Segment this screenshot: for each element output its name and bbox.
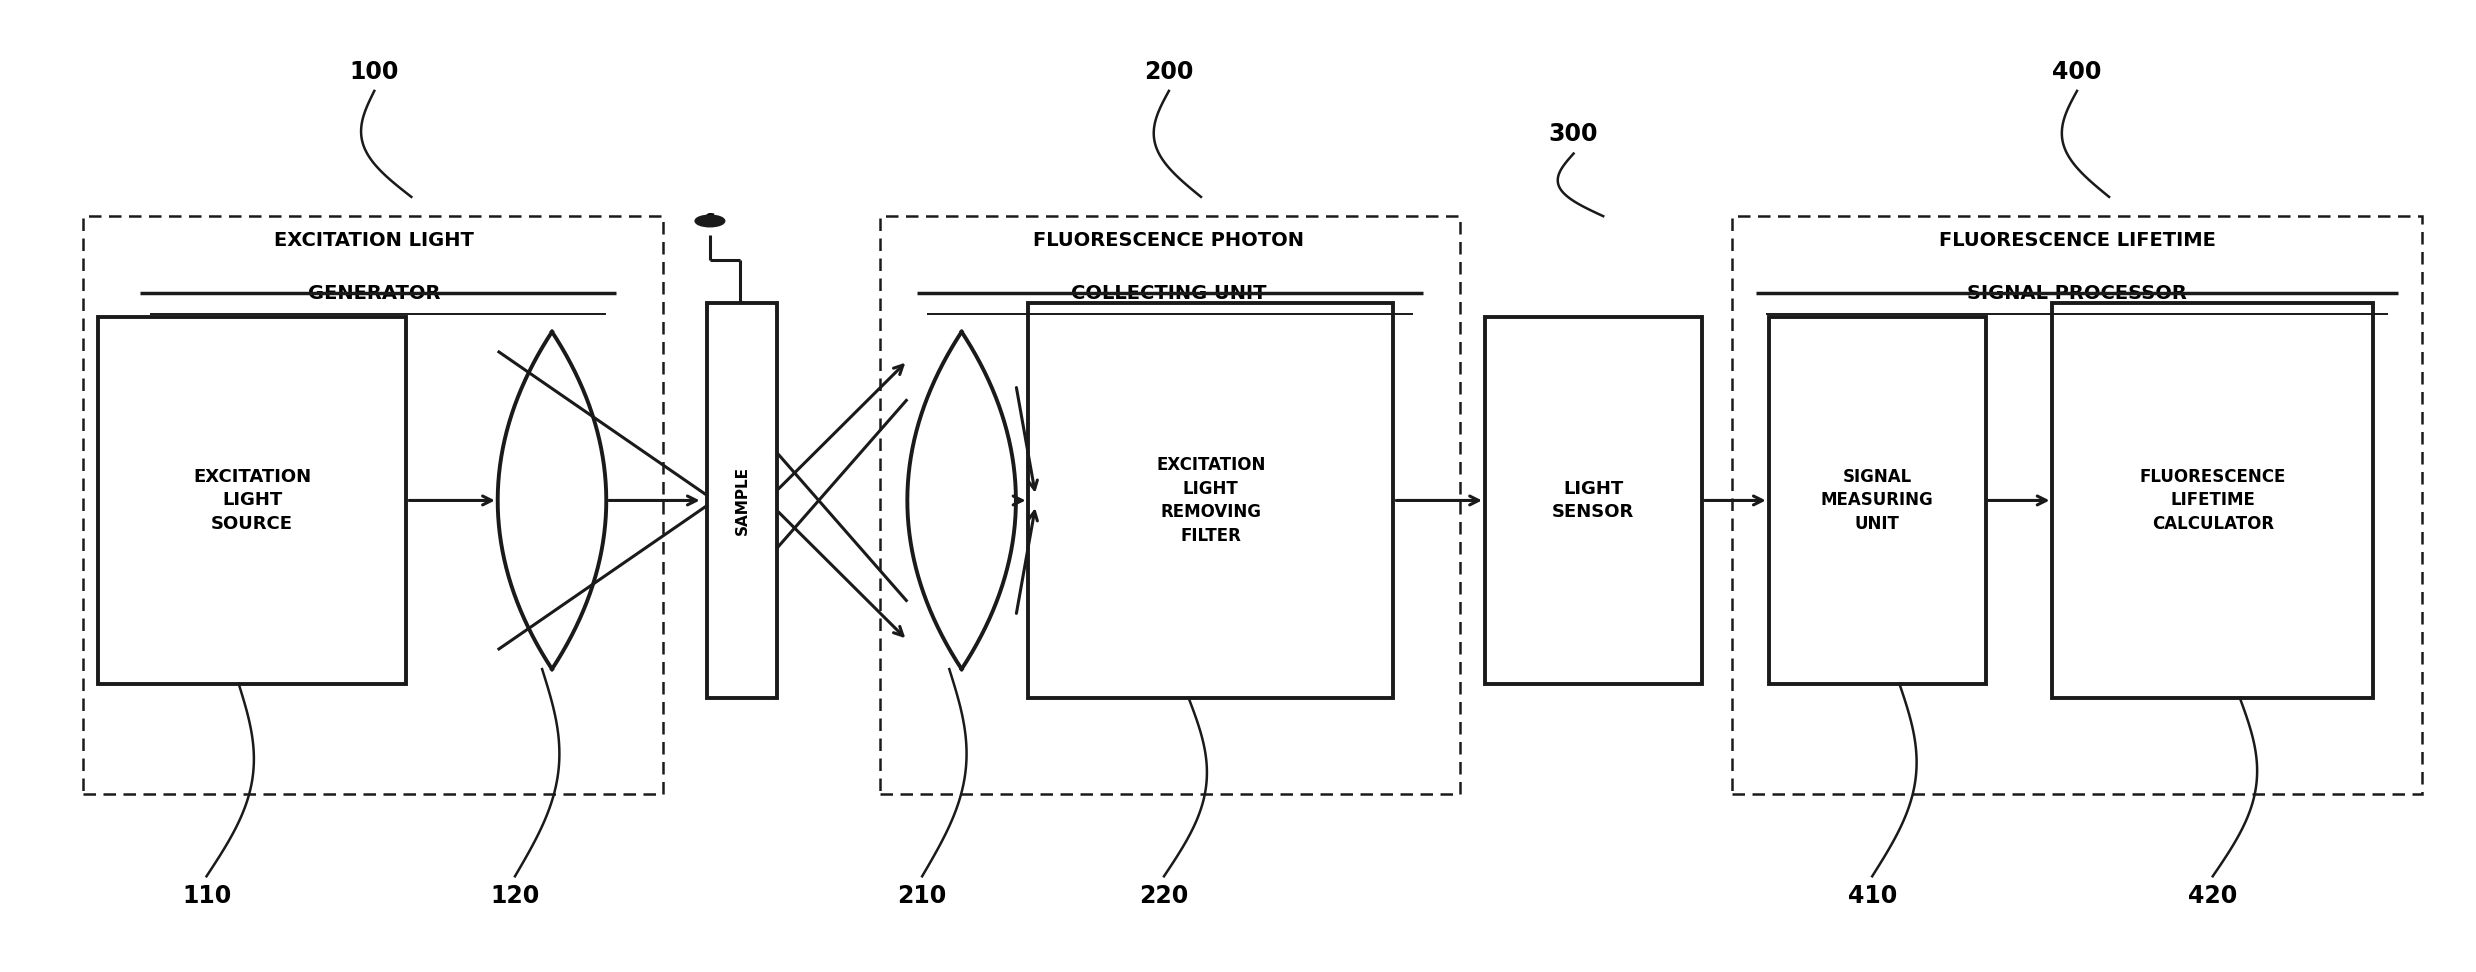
Text: S: S (703, 214, 716, 228)
FancyBboxPatch shape (1028, 303, 1394, 698)
Text: SIGNAL PROCESSOR: SIGNAL PROCESSOR (1966, 284, 2186, 303)
FancyBboxPatch shape (2053, 303, 2372, 698)
Text: FLUORESCENCE PHOTON: FLUORESCENCE PHOTON (1032, 231, 1305, 250)
Text: 300: 300 (1550, 122, 1599, 146)
FancyBboxPatch shape (1486, 318, 1701, 683)
Text: 410: 410 (1847, 884, 1897, 908)
Text: EXCITATION
LIGHT
SOURCE: EXCITATION LIGHT SOURCE (193, 468, 312, 533)
Text: SAMPLE: SAMPLE (735, 466, 750, 535)
Text: 400: 400 (2053, 59, 2102, 84)
FancyBboxPatch shape (708, 303, 777, 698)
Text: 100: 100 (349, 59, 399, 84)
Text: 200: 200 (1144, 59, 1193, 84)
Circle shape (696, 215, 725, 226)
Text: FLUORESCENCE
LIFETIME
CALCULATOR: FLUORESCENCE LIFETIME CALCULATOR (2139, 468, 2285, 533)
Text: 420: 420 (2189, 884, 2238, 908)
Text: COLLECTING UNIT: COLLECTING UNIT (1072, 284, 1268, 303)
Text: EXCITATION LIGHT: EXCITATION LIGHT (275, 231, 475, 250)
FancyBboxPatch shape (1768, 318, 1986, 683)
Text: 220: 220 (1139, 884, 1188, 908)
Text: 210: 210 (896, 884, 946, 908)
Text: SIGNAL
MEASURING
UNIT: SIGNAL MEASURING UNIT (1820, 468, 1934, 533)
FancyBboxPatch shape (99, 318, 406, 683)
Text: 110: 110 (181, 884, 230, 908)
Text: 120: 120 (490, 884, 540, 908)
Text: EXCITATION
LIGHT
REMOVING
FILTER: EXCITATION LIGHT REMOVING FILTER (1156, 456, 1265, 545)
Text: FLUORESCENCE LIFETIME: FLUORESCENCE LIFETIME (1939, 231, 2216, 250)
Text: LIGHT
SENSOR: LIGHT SENSOR (1552, 479, 1634, 521)
Text: GENERATOR: GENERATOR (307, 284, 441, 303)
